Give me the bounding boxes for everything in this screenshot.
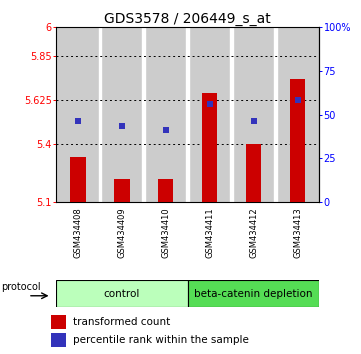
- Point: [163, 127, 169, 133]
- Bar: [202, 93, 217, 202]
- Bar: [232, 27, 275, 202]
- Bar: [158, 179, 173, 202]
- Text: GSM434413: GSM434413: [293, 207, 302, 258]
- Bar: [275, 27, 319, 202]
- Point: [251, 119, 257, 124]
- Bar: [186, 27, 189, 202]
- Text: transformed count: transformed count: [73, 317, 170, 327]
- Bar: [230, 27, 233, 202]
- Bar: [246, 144, 261, 202]
- Title: GDS3578 / 206449_s_at: GDS3578 / 206449_s_at: [104, 12, 271, 26]
- Bar: [100, 27, 144, 202]
- Bar: [274, 27, 277, 202]
- Point: [295, 97, 300, 103]
- Bar: [143, 27, 145, 202]
- Text: beta-catenin depletion: beta-catenin depletion: [194, 289, 313, 299]
- Bar: [56, 280, 188, 307]
- Point: [207, 101, 213, 107]
- Text: control: control: [104, 289, 140, 299]
- Bar: [56, 27, 100, 202]
- Bar: [99, 27, 101, 202]
- Bar: [70, 157, 86, 202]
- Text: GSM434412: GSM434412: [249, 207, 258, 258]
- Point: [119, 124, 125, 129]
- Text: GSM434409: GSM434409: [117, 207, 126, 258]
- Text: GSM434410: GSM434410: [161, 207, 170, 258]
- Text: GSM434411: GSM434411: [205, 207, 214, 258]
- Bar: [188, 27, 232, 202]
- Bar: [290, 79, 305, 202]
- Bar: [114, 179, 130, 202]
- Bar: [144, 27, 188, 202]
- Bar: [52, 315, 66, 329]
- Bar: [188, 280, 319, 307]
- Point: [75, 119, 81, 124]
- Text: percentile rank within the sample: percentile rank within the sample: [73, 335, 249, 345]
- Bar: [52, 333, 66, 347]
- Text: GSM434408: GSM434408: [73, 207, 82, 258]
- Text: protocol: protocol: [1, 282, 41, 292]
